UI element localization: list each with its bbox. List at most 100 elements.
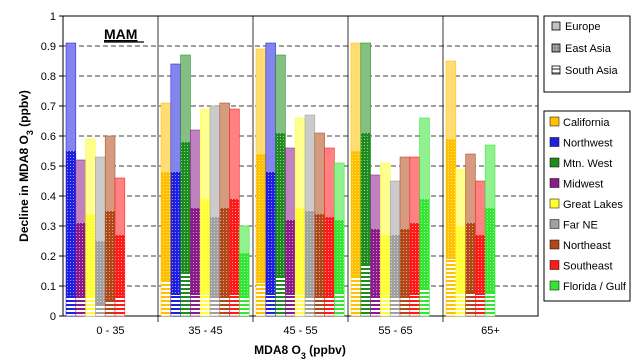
bar-northwest-45-55 bbox=[265, 42, 276, 317]
x-axis-title-tail: (ppbv) bbox=[306, 343, 346, 357]
legend-label-northeast: Northeast bbox=[563, 240, 611, 252]
bar-segment-east-asia bbox=[475, 235, 486, 295]
bar-segment-east-asia bbox=[390, 235, 400, 298]
bar-northeast-65 bbox=[465, 153, 476, 317]
legend-label-northwest: Northwest bbox=[563, 138, 613, 150]
x-tick-label: 0 - 35 bbox=[96, 325, 124, 337]
x-axis-title: MDA8 O3 (ppbv) bbox=[254, 343, 346, 359]
y-tick-label: 0.7 bbox=[41, 101, 56, 113]
bar-florida-gulf-45-55 bbox=[334, 162, 345, 317]
bar-segment-south-asia bbox=[229, 295, 240, 316]
bar-segment-europe bbox=[219, 103, 230, 208]
source-legend: Europe East Asia South Asia bbox=[551, 21, 618, 77]
x-axis-title-main: MDA8 O bbox=[254, 343, 301, 357]
bar-segment-europe bbox=[455, 169, 466, 226]
legend-swatch-northwest bbox=[549, 137, 560, 147]
legend-swatch-northeast bbox=[549, 239, 560, 250]
bar-segment-south-asia bbox=[275, 277, 286, 316]
bar-segment-europe bbox=[265, 43, 276, 172]
legend-label-california: California bbox=[563, 117, 610, 129]
bar-segment-south-asia bbox=[455, 292, 466, 316]
y-tick-label: 0.4 bbox=[41, 191, 56, 203]
bar-great-lakes-35-45 bbox=[199, 108, 211, 317]
legend-label-florida-gulf: Florida / Gulf bbox=[563, 281, 627, 293]
bar-segment-europe bbox=[409, 157, 420, 223]
bar-segment-south-asia bbox=[180, 274, 191, 316]
y-tick-label: 0.8 bbox=[41, 71, 56, 83]
bar-northeast-55-65 bbox=[399, 156, 411, 317]
bar-segment-south-asia bbox=[200, 295, 210, 316]
bar-midwest-0-35 bbox=[75, 159, 86, 317]
bar-segment-europe bbox=[390, 181, 400, 235]
bar-segment-europe bbox=[161, 103, 171, 172]
bar-southeast-45-55 bbox=[324, 147, 335, 317]
bar-segment-east-asia bbox=[66, 151, 76, 298]
bar-midwest-55-65 bbox=[370, 174, 381, 317]
bar-segment-europe bbox=[66, 43, 76, 151]
bar-segment-east-asia bbox=[305, 211, 315, 298]
bar-segment-east-asia bbox=[229, 199, 240, 295]
bar-great-lakes-65 bbox=[455, 168, 466, 317]
bar-segment-east-asia bbox=[95, 241, 106, 304]
bar-segment-south-asia bbox=[334, 292, 345, 316]
y-axis-title-sub: 3 bbox=[25, 130, 35, 135]
bar-mtn-west-35-45 bbox=[180, 54, 191, 317]
bar-outline bbox=[239, 225, 250, 317]
bar-segment-east-asia bbox=[239, 253, 250, 298]
bar-segment-east-asia bbox=[256, 154, 266, 283]
bar-segment-europe bbox=[105, 136, 115, 211]
legend-swatch-europe bbox=[551, 21, 561, 31]
legend-swatch-california bbox=[549, 116, 560, 127]
bar-california-45-55 bbox=[255, 48, 267, 317]
bar-segment-east-asia bbox=[351, 151, 361, 277]
bar-segment-east-asia bbox=[360, 133, 371, 265]
bar-segment-south-asia bbox=[380, 298, 391, 316]
y-axis-title: Decline in MDA8 O3 (ppbv) bbox=[17, 90, 35, 242]
bar-segment-east-asia bbox=[200, 199, 210, 295]
bar-segment-south-asia bbox=[360, 265, 371, 316]
bar-segment-europe bbox=[85, 139, 96, 214]
bar-segment-east-asia bbox=[314, 214, 325, 298]
bar-great-lakes-55-65 bbox=[380, 162, 391, 317]
bar-segment-europe bbox=[229, 109, 240, 199]
bar-segment-europe bbox=[170, 64, 181, 172]
bar-segment-south-asia bbox=[105, 301, 115, 316]
bar-segment-east-asia bbox=[446, 139, 456, 259]
x-tick-label: 65+ bbox=[481, 325, 500, 337]
bars bbox=[65, 42, 496, 317]
legend-swatch-mtn-west bbox=[549, 157, 560, 168]
bar-segment-east-asia bbox=[161, 172, 171, 280]
bar-outline bbox=[229, 108, 240, 317]
bar-segment-south-asia bbox=[95, 304, 106, 316]
bar-segment-south-asia bbox=[285, 295, 296, 316]
bar-segment-europe bbox=[351, 43, 361, 151]
bar-segment-east-asia bbox=[210, 217, 220, 298]
bar-southeast-35-45 bbox=[229, 108, 240, 317]
bar-segment-south-asia bbox=[210, 298, 220, 316]
legend-label-mtn-west: Mtn. West bbox=[563, 158, 612, 170]
bar-outline bbox=[114, 177, 126, 317]
bar-southeast-65 bbox=[475, 180, 486, 317]
bar-segment-south-asia bbox=[305, 298, 315, 316]
bar-northeast-0-35 bbox=[104, 135, 116, 317]
x-tick-label: 35 - 45 bbox=[188, 325, 222, 337]
bar-mtn-west-55-65 bbox=[360, 42, 371, 317]
bar-northwest-35-45 bbox=[170, 63, 181, 317]
bar-segment-east-asia bbox=[190, 208, 201, 295]
bar-segment-europe bbox=[115, 178, 125, 235]
bar-segment-south-asia bbox=[190, 295, 201, 316]
bar-northwest-0-35 bbox=[65, 42, 77, 317]
region-legend: California Northwest Mtn. West Midwest Great… bbox=[549, 116, 627, 293]
bar-segment-south-asia bbox=[370, 298, 381, 316]
bar-segment-europe bbox=[180, 55, 191, 142]
legend-label-midwest: Midwest bbox=[563, 179, 603, 191]
y-tick-label: 0.6 bbox=[41, 131, 56, 143]
bar-segment-south-asia bbox=[295, 295, 305, 316]
bar-segment-east-asia bbox=[85, 214, 96, 298]
bar-california-35-45 bbox=[160, 102, 172, 317]
bar-segment-south-asia bbox=[465, 292, 476, 316]
bar-segment-south-asia bbox=[256, 283, 266, 316]
y-tick-label: 0.1 bbox=[41, 281, 56, 293]
bar-segment-europe bbox=[380, 163, 391, 235]
